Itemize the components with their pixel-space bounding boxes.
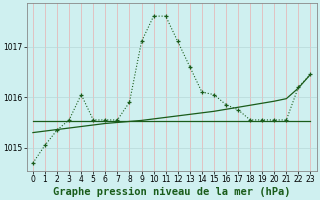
X-axis label: Graphe pression niveau de la mer (hPa): Graphe pression niveau de la mer (hPa) (53, 186, 291, 197)
